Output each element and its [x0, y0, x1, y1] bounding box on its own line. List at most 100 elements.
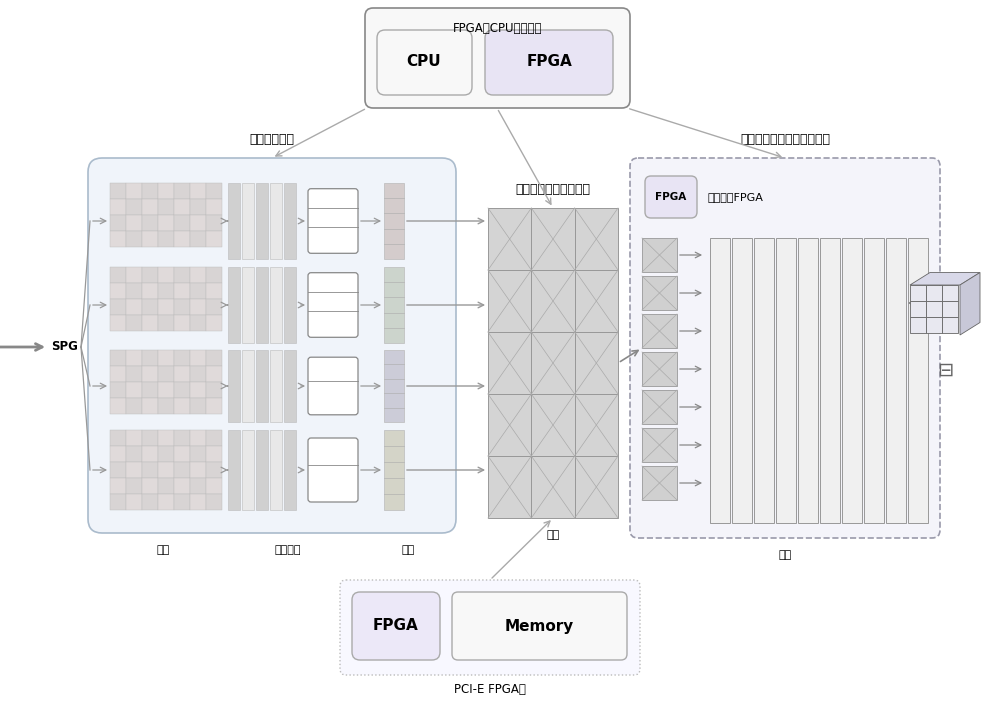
Bar [110, 315, 126, 331]
Bar [174, 183, 190, 199]
Bar [142, 382, 158, 398]
Bar [886, 238, 906, 523]
Bar [158, 446, 174, 462]
Bar [174, 315, 190, 331]
Bar [174, 398, 190, 414]
Bar [174, 382, 190, 398]
Bar [942, 317, 958, 333]
Bar [206, 494, 222, 510]
Bar [110, 430, 126, 446]
Bar [754, 238, 774, 523]
Bar [190, 398, 206, 414]
Bar [158, 299, 174, 315]
Bar [575, 270, 618, 332]
Bar [190, 267, 206, 283]
Bar [206, 283, 222, 299]
Bar [206, 231, 222, 247]
Bar [158, 315, 174, 331]
Bar [575, 208, 618, 270]
Bar [242, 430, 254, 510]
Text: 投影: 投影 [401, 545, 415, 555]
Bar [206, 446, 222, 462]
Bar [190, 199, 206, 215]
Bar [110, 398, 126, 414]
Bar [158, 183, 174, 199]
Bar [284, 350, 296, 422]
Bar [206, 199, 222, 215]
Bar [142, 315, 158, 331]
Bar [174, 462, 190, 478]
Bar [126, 478, 142, 494]
FancyBboxPatch shape [365, 8, 630, 108]
Text: Memory: Memory [504, 618, 574, 633]
Bar [190, 183, 206, 199]
FancyBboxPatch shape [630, 158, 940, 538]
FancyBboxPatch shape [308, 272, 358, 337]
Bar [174, 478, 190, 494]
Bar [174, 494, 190, 510]
Bar [776, 238, 796, 523]
Bar [110, 366, 126, 382]
Bar [926, 301, 942, 317]
FancyBboxPatch shape [645, 176, 697, 218]
Bar [110, 494, 126, 510]
Bar [126, 446, 142, 462]
Bar [206, 267, 222, 283]
Text: 连接: 连接 [546, 530, 560, 540]
Text: 选择: 选择 [156, 545, 170, 555]
Bar [190, 366, 206, 382]
Bar [256, 183, 268, 259]
Bar [642, 390, 677, 424]
Bar [256, 267, 268, 343]
FancyBboxPatch shape [308, 189, 358, 253]
Bar [270, 267, 282, 343]
Bar [110, 231, 126, 247]
Bar [110, 382, 126, 398]
Bar [206, 215, 222, 231]
Bar [206, 398, 222, 414]
Bar [384, 267, 404, 343]
Text: FPGA与CPU共享内存: FPGA与CPU共享内存 [453, 22, 542, 35]
Bar [174, 299, 190, 315]
Bar [142, 462, 158, 478]
Bar [531, 394, 575, 456]
Bar [206, 299, 222, 315]
Bar [126, 430, 142, 446]
Bar [142, 446, 158, 462]
Bar [531, 332, 575, 394]
Bar [126, 382, 142, 398]
Bar [531, 456, 575, 518]
Bar [158, 267, 174, 283]
Bar [910, 285, 926, 301]
Bar [126, 494, 142, 510]
Bar [575, 456, 618, 518]
Text: FPGA: FPGA [526, 54, 572, 69]
Bar [926, 317, 942, 333]
FancyBboxPatch shape [308, 438, 358, 502]
Text: 事实表外键列计算阶段: 事实表外键列计算阶段 [516, 183, 590, 196]
FancyBboxPatch shape [308, 357, 358, 415]
Bar [270, 183, 282, 259]
Bar [642, 314, 677, 348]
Bar [284, 430, 296, 510]
Text: 闪存集成FPGA: 闪存集成FPGA [707, 192, 763, 202]
Bar [126, 231, 142, 247]
Bar [110, 446, 126, 462]
FancyBboxPatch shape [377, 30, 472, 95]
Bar [228, 183, 240, 259]
Bar [110, 267, 126, 283]
Bar [732, 238, 752, 523]
FancyBboxPatch shape [340, 580, 640, 675]
Bar [284, 183, 296, 259]
Bar [142, 398, 158, 414]
Bar [110, 350, 126, 366]
Bar [158, 350, 174, 366]
FancyBboxPatch shape [452, 592, 627, 660]
Bar [910, 301, 926, 317]
Bar [798, 238, 818, 523]
Text: ⊟: ⊟ [937, 361, 953, 379]
Bar [158, 478, 174, 494]
Bar [142, 478, 158, 494]
Bar [158, 398, 174, 414]
Bar [126, 283, 142, 299]
